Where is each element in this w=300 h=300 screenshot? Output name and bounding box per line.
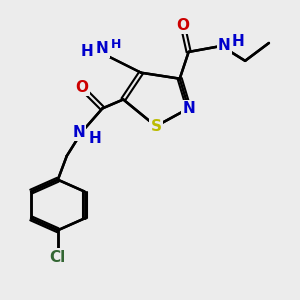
Text: H: H	[88, 130, 101, 146]
Text: H: H	[231, 34, 244, 49]
Text: N: N	[182, 101, 195, 116]
Text: O: O	[176, 18, 189, 33]
Text: N: N	[72, 125, 85, 140]
Text: H: H	[111, 38, 122, 51]
Text: N: N	[96, 41, 109, 56]
Text: Cl: Cl	[50, 250, 66, 265]
Text: H: H	[81, 44, 94, 59]
Text: O: O	[75, 80, 88, 95]
Text: N: N	[218, 38, 231, 53]
Text: S: S	[150, 119, 161, 134]
